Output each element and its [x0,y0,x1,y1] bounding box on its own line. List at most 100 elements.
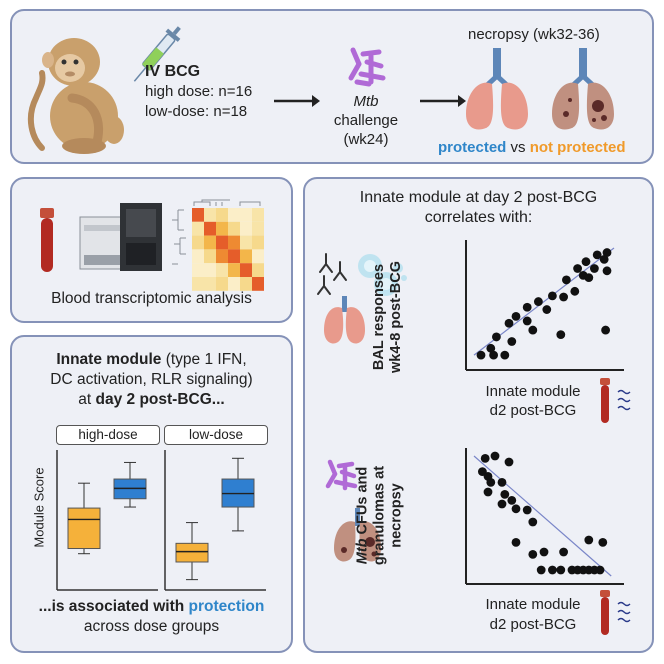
scatter-point [528,325,538,335]
scatter-point [489,350,498,360]
iv-bcg-label: IV BCG [145,63,201,80]
scatter-point [584,535,594,545]
box-low-dose-orange [175,542,209,563]
scatter-point [504,457,514,467]
heatmap-cell [252,263,264,277]
heatmap-cell [192,208,204,222]
heatmap-cell [204,277,216,291]
protection-label: protection [188,598,265,615]
arrow-icon-2 [420,95,466,107]
scatter-point [559,292,568,302]
scatter-point [486,478,496,487]
outcome-label: protected vs not protected [438,139,626,156]
heatmap-cell [192,221,204,236]
plot2-ylabel-line1: Mtb CFUs and [355,441,372,591]
scatter-point [528,517,538,527]
scatter-point [595,565,605,575]
box-ylabel: Module Score [31,467,47,548]
plot2-ylabel-line3: necropsy [388,483,405,548]
plot2-xlabel-line1: Innate module [485,596,581,613]
innate-footer-line1: ...is associated with protection [10,598,293,616]
scatter-point [522,302,532,312]
mtb-bacteria-icon [348,47,386,87]
heatmap-cell [192,263,204,277]
scatter-point [522,505,532,515]
scatter-point [602,248,612,257]
tab-low-dose: low-dose [164,425,268,445]
scatter-point [542,305,552,314]
scatter-point [507,337,517,346]
scatter-plot-bal [465,240,624,371]
heatmap-cell [240,263,252,277]
arrow-icon [274,95,320,107]
heatmap-icon [172,199,264,291]
challenge-label: challenge [333,112,399,129]
scatter-point [590,264,599,273]
heatmap-cell [240,235,252,250]
box-high-dose-orange [67,507,101,550]
heatmap-cell [204,208,216,222]
scatter-point [476,350,486,360]
heatmap-cell [216,263,228,277]
heatmap-cell [240,208,252,222]
scatter-point [581,257,591,267]
blood-transcriptomic-label: Blood transcriptomic analysis [51,290,252,307]
plot1-xlabel-line1: Innate module [485,383,581,400]
heatmap-cell [192,277,204,291]
scatter-point [601,325,610,335]
scatter-point [599,255,609,264]
scatter-point [573,264,582,273]
scatter-point [556,565,566,575]
scatter-point [511,312,521,321]
low-dose-label: low-dose: n=18 [145,103,248,120]
blood-tube-icon-3 [600,590,631,635]
heatmap-cell [204,249,216,264]
scatter-point [548,565,557,575]
plot2-mtb: Mtb [354,538,371,565]
innate-heading-line3: at day 2 post-BCG... [10,391,293,409]
heatmap-cell [192,249,204,264]
heatmap-cell [204,263,216,277]
heatmap-cell [252,277,264,291]
syringe-icon [133,26,181,82]
heatmap-cell [228,263,240,277]
not-protected-label: not protected [529,139,626,156]
heatmap-cell [228,277,240,291]
mtb-lung-icon [325,459,381,562]
at-label: at [78,391,96,408]
high-dose-label: high dose: n=16 [145,83,253,100]
heatmap-cell [252,208,264,222]
innate-footer-line2: across dose groups [83,618,220,635]
scatter-point [556,330,566,340]
heatmap-cell [216,208,228,222]
scatter-point [534,297,543,306]
heatmap-cell [216,221,228,236]
scatter-point [536,565,546,575]
plot2-ylabel-line2: granulomas at [371,465,388,566]
scatter-point [539,547,549,557]
scatter-point [497,499,507,509]
day2-bold: day 2 post-BCG... [95,391,225,408]
antibody-cells-icon [317,253,407,344]
heatmap-cell [252,249,264,264]
scatter-point [500,490,510,499]
heatmap-cell [240,277,252,291]
plot2-cfu: CFUs and [354,466,371,539]
heatmap-cell [228,235,240,250]
innate-module-rest: (type 1 IFN, [161,351,247,368]
trend-line [473,455,612,577]
plot1-ylabel: BAL responses wk4-8 post-BCG [371,257,405,377]
heatmap-cell [216,277,228,291]
monkey-icon [27,38,124,154]
protected-label: protected [438,139,507,156]
correlation-title-line1: Innate module at day 2 post-BCG [359,189,598,206]
blood-tube-icon [40,208,54,272]
heatmap-cell [240,249,252,264]
correlation-title-line2: correlates with: [424,209,533,226]
innate-heading-line1: Innate module (type 1 IFN, [10,351,293,369]
vs-label: vs [510,139,526,156]
scatter-point [562,275,571,285]
sequencer-icon [79,203,162,271]
heatmap-cell [192,235,204,250]
boxplot-chart [56,450,266,591]
